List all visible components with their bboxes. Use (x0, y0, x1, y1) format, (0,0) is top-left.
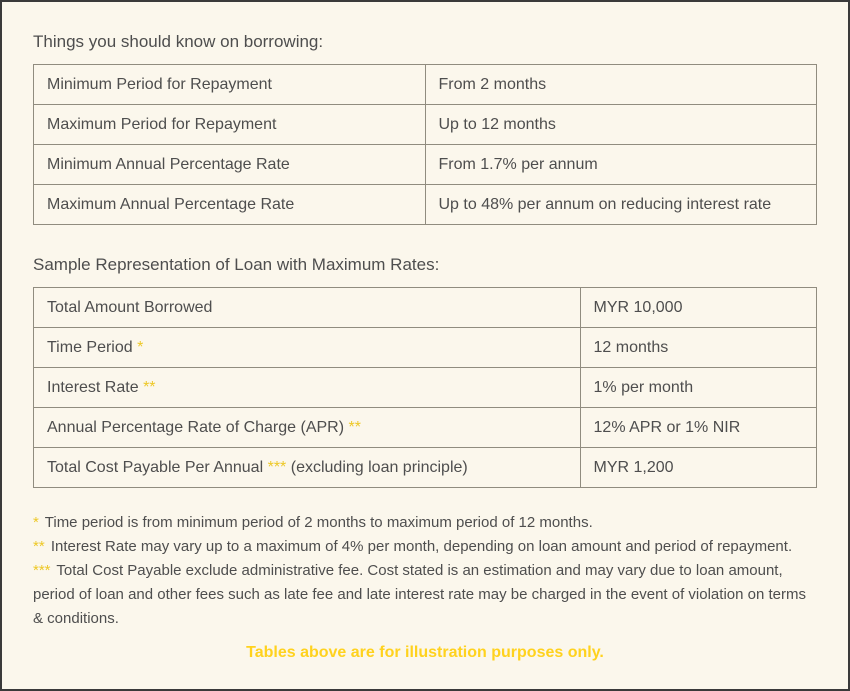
table-row: Interest Rate ** 1% per month (33, 367, 818, 408)
row-label-text: Total Amount Borrowed (47, 298, 213, 316)
row-value: Up to 48% per annum on reducing interest… (424, 184, 817, 225)
borrowing-info-table: Minimum Period for Repayment From 2 mont… (33, 64, 817, 225)
row-label: Time Period * (33, 327, 581, 368)
table-row: Minimum Period for Repayment From 2 mont… (33, 64, 817, 105)
footnote-marker: ** (33, 538, 45, 555)
row-label: Annual Percentage Rate of Charge (APR) *… (33, 407, 581, 448)
footnote-text: Total Cost Payable exclude administrativ… (33, 562, 806, 627)
illustration-disclaimer: Tables above are for illustration purpos… (246, 644, 604, 661)
table-row: Maximum Annual Percentage Rate Up to 48%… (33, 184, 817, 225)
row-value: 12 months (579, 327, 818, 368)
table-row: Minimum Annual Percentage Rate From 1.7%… (33, 144, 817, 185)
row-label: Total Cost Payable Per Annual *** (exclu… (33, 447, 581, 488)
row-value: Up to 12 months (424, 104, 817, 145)
footnote-marker: *** (33, 562, 51, 579)
row-label: Interest Rate ** (33, 367, 581, 408)
row-label-text: Annual Percentage Rate of Charge (APR) (47, 418, 345, 436)
footnote-text: Interest Rate may vary up to a maximum o… (50, 538, 793, 555)
row-label-suffix: (excluding loan principle) (290, 458, 468, 476)
row-label: Total Amount Borrowed (33, 287, 581, 328)
row-value: From 1.7% per annum (424, 144, 817, 185)
row-value: MYR 1,200 (579, 447, 818, 488)
footnote-marker: ** (143, 378, 156, 396)
row-value: 1% per month (579, 367, 818, 408)
footnote: * Time period is from minimum period of … (33, 511, 817, 535)
row-label: Minimum Period for Repayment (33, 64, 426, 105)
row-label: Maximum Period for Repayment (33, 104, 426, 145)
row-label-text: Interest Rate (47, 378, 139, 396)
row-label: Maximum Annual Percentage Rate (33, 184, 426, 225)
footnote-marker: *** (267, 458, 287, 476)
footnote: ** Interest Rate may vary up to a maximu… (33, 535, 817, 559)
table-row: Annual Percentage Rate of Charge (APR) *… (33, 407, 818, 448)
row-value: MYR 10,000 (579, 287, 818, 328)
table-row: Total Cost Payable Per Annual *** (exclu… (33, 447, 818, 488)
footnote: *** Total Cost Payable exclude administr… (33, 559, 817, 631)
footnote-text: Time period is from minimum period of 2 … (44, 514, 593, 531)
row-value: 12% APR or 1% NIR (579, 407, 818, 448)
row-label: Minimum Annual Percentage Rate (33, 144, 426, 185)
table-row: Total Amount Borrowed MYR 10,000 (33, 287, 818, 328)
row-value: From 2 months (424, 64, 817, 105)
table-row: Maximum Period for Repayment Up to 12 mo… (33, 104, 817, 145)
footnotes-block: * Time period is from minimum period of … (33, 511, 817, 631)
borrowing-table-heading: Things you should know on borrowing: (33, 32, 324, 51)
sample-table-heading: Sample Representation of Loan with Maxim… (33, 255, 440, 274)
row-label-text: Time Period (47, 338, 133, 356)
footnote-marker: ** (348, 418, 361, 436)
sample-loan-table: Total Amount Borrowed MYR 10,000 Time Pe… (33, 287, 818, 488)
footnote-marker: * (137, 338, 144, 356)
table-row: Time Period * 12 months (33, 327, 818, 368)
row-label-text: Total Cost Payable Per Annual (47, 458, 264, 476)
footnote-marker: * (33, 514, 39, 531)
